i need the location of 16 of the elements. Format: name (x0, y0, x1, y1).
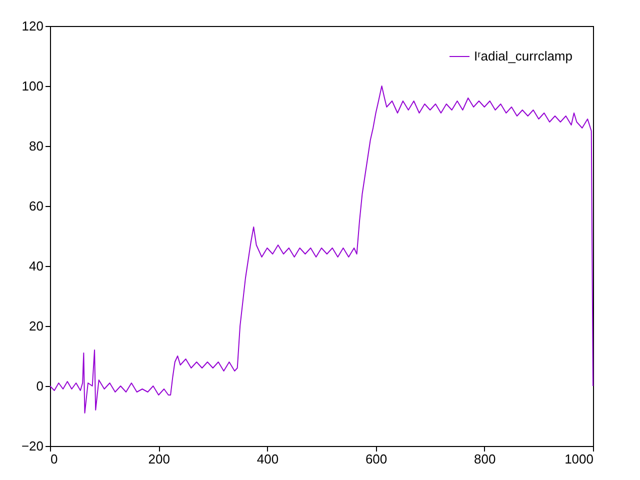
line-series (50, 86, 594, 414)
y-tick-label: 120 (22, 18, 44, 34)
y-tick-label: −20 (21, 438, 44, 454)
y-tick-label: 100 (22, 78, 44, 94)
x-tick-label: 0 (50, 452, 58, 466)
x-tick-label: 400 (256, 452, 279, 466)
legend-label: Iʳadial_currclamp (474, 48, 572, 64)
x-tick-label: 1000 (564, 452, 594, 466)
y-tick-label: 80 (29, 138, 44, 154)
x-tick-label: 200 (148, 452, 170, 466)
x-tick-label: 600 (365, 452, 388, 466)
y-tick-label: 20 (29, 318, 44, 334)
y-tick-label: 0 (36, 378, 44, 394)
x-tick-label: 800 (474, 452, 496, 466)
y-tick-label: 40 (29, 258, 44, 274)
y-tick-label: 60 (29, 198, 44, 214)
